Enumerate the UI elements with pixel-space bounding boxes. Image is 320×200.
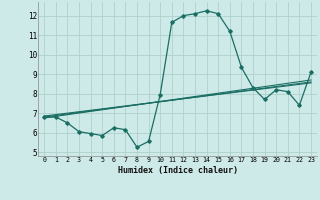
X-axis label: Humidex (Indice chaleur): Humidex (Indice chaleur) [118,166,238,175]
